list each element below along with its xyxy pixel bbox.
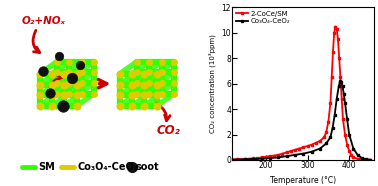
Co₃O₄-CeO₂: [284, 155, 289, 157]
Co₃O₄-CeO₂: [340, 85, 345, 87]
2-CoCe/SM: [259, 156, 264, 158]
Co₃O₄-CeO₂: [259, 158, 264, 160]
2-CoCe/SM: [222, 158, 226, 161]
Co₃O₄-CeO₂: [330, 127, 335, 129]
Co₃O₄-CeO₂: [339, 81, 344, 84]
2-CoCe/SM: [293, 149, 297, 151]
Co₃O₄-CeO₂: [368, 159, 372, 161]
2-CoCe/SM: [318, 140, 322, 142]
Co₃O₄-CeO₂: [328, 136, 333, 138]
Y-axis label: CO₂ concentration (10³ppm): CO₂ concentration (10³ppm): [208, 34, 216, 133]
2-CoCe/SM: [338, 76, 343, 78]
Co₃O₄-CeO₂: [351, 147, 356, 150]
2-CoCe/SM: [337, 57, 341, 59]
2-CoCe/SM: [234, 158, 239, 161]
Line: 2-CoCe/SM: 2-CoCe/SM: [223, 25, 371, 161]
2-CoCe/SM: [345, 144, 349, 146]
Legend: 2-CoCe/SM, Co₃O₄-CeO₂: 2-CoCe/SM, Co₃O₄-CeO₂: [235, 9, 291, 25]
Text: soot: soot: [136, 162, 160, 172]
2-CoCe/SM: [268, 155, 272, 157]
2-CoCe/SM: [310, 144, 314, 146]
Text: O₂+NOₓ: O₂+NOₓ: [21, 16, 65, 26]
2-CoCe/SM: [324, 131, 328, 133]
2-CoCe/SM: [329, 76, 334, 78]
2-CoCe/SM: [322, 136, 327, 138]
2-CoCe/SM: [339, 98, 344, 100]
2-CoCe/SM: [364, 158, 368, 161]
2-CoCe/SM: [263, 156, 268, 158]
2-CoCe/SM: [297, 147, 301, 150]
Co₃O₄-CeO₂: [355, 154, 360, 156]
2-CoCe/SM: [247, 158, 251, 160]
2-CoCe/SM: [368, 159, 372, 161]
2-CoCe/SM: [351, 156, 356, 158]
Co₃O₄-CeO₂: [336, 85, 341, 87]
2-CoCe/SM: [272, 154, 276, 157]
Co₃O₄-CeO₂: [310, 151, 314, 153]
Co₃O₄-CeO₂: [335, 98, 339, 100]
2-CoCe/SM: [326, 121, 331, 123]
Co₃O₄-CeO₂: [341, 93, 346, 95]
2-CoCe/SM: [255, 157, 260, 159]
X-axis label: Temperature (°C): Temperature (°C): [270, 176, 336, 185]
2-CoCe/SM: [328, 102, 333, 104]
2-CoCe/SM: [335, 28, 339, 30]
2-CoCe/SM: [347, 150, 352, 152]
Co₃O₄-CeO₂: [324, 142, 328, 145]
Text: CO₂: CO₂: [156, 124, 180, 137]
2-CoCe/SM: [341, 118, 345, 120]
Co₃O₄-CeO₂: [364, 158, 368, 160]
Co₃O₄-CeO₂: [345, 118, 349, 120]
2-CoCe/SM: [305, 145, 310, 147]
Line: Co₃O₄-CeO₂: Co₃O₄-CeO₂: [223, 80, 371, 161]
2-CoCe/SM: [314, 142, 318, 144]
2-CoCe/SM: [284, 151, 289, 153]
Co₃O₄-CeO₂: [347, 133, 352, 136]
Co₃O₄-CeO₂: [301, 153, 305, 155]
2-CoCe/SM: [301, 146, 305, 148]
Co₃O₄-CeO₂: [251, 158, 256, 160]
2-CoCe/SM: [355, 158, 360, 160]
2-CoCe/SM: [288, 150, 293, 152]
Co₃O₄-CeO₂: [268, 157, 272, 159]
2-CoCe/SM: [276, 154, 280, 156]
2-CoCe/SM: [332, 32, 336, 34]
Co₃O₄-CeO₂: [293, 154, 297, 156]
2-CoCe/SM: [343, 133, 347, 136]
Co₃O₄-CeO₂: [243, 158, 247, 161]
2-CoCe/SM: [243, 158, 247, 160]
Text: Co₃O₄-CeO₂: Co₃O₄-CeO₂: [77, 162, 138, 172]
Co₃O₄-CeO₂: [222, 159, 226, 161]
Co₃O₄-CeO₂: [318, 147, 322, 150]
2-CoCe/SM: [333, 25, 338, 28]
Co₃O₄-CeO₂: [332, 114, 337, 117]
2-CoCe/SM: [251, 157, 256, 160]
2-CoCe/SM: [349, 154, 353, 156]
Text: SM: SM: [38, 162, 55, 172]
2-CoCe/SM: [331, 51, 335, 53]
Co₃O₄-CeO₂: [359, 157, 364, 159]
2-CoCe/SM: [359, 158, 364, 160]
Co₃O₄-CeO₂: [338, 80, 342, 82]
Co₃O₄-CeO₂: [276, 156, 280, 158]
2-CoCe/SM: [280, 153, 285, 155]
Co₃O₄-CeO₂: [343, 102, 347, 104]
2-CoCe/SM: [336, 38, 340, 40]
